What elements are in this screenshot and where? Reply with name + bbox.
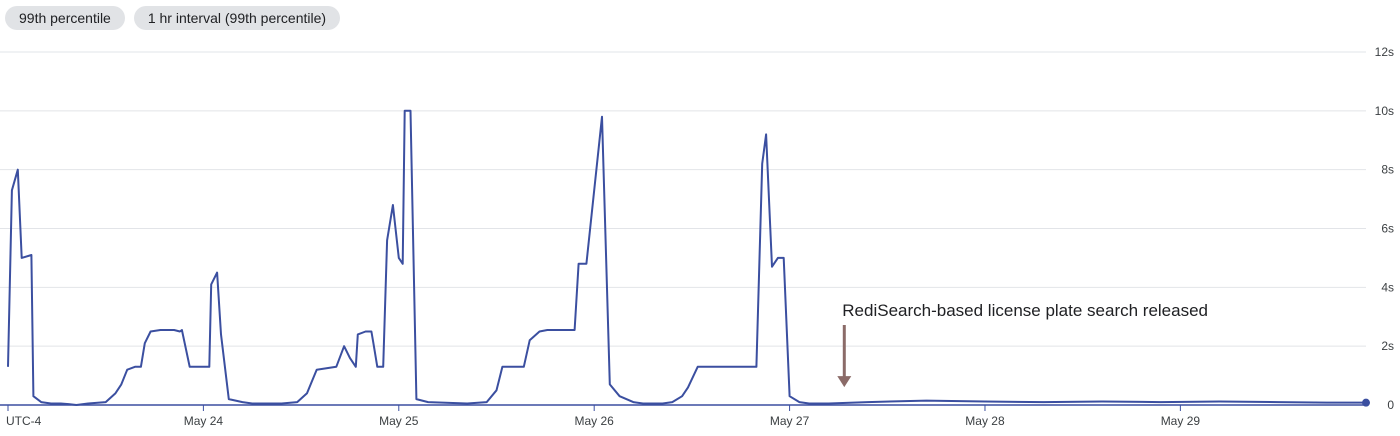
y-axis-tick-labels: 0 2s 4s 6s 8s 10s 12s [1375, 45, 1395, 412]
annotation-label: RediSearch-based license plate search re… [842, 301, 1208, 320]
y-tick-label: 10s [1375, 104, 1394, 118]
timezone-label: UTC-4 [6, 414, 42, 428]
x-tick-label: May 27 [770, 414, 810, 428]
y-tick-label: 12s [1375, 45, 1394, 59]
y-tick-label: 2s [1381, 339, 1394, 353]
annotation-arrow-head [837, 376, 852, 388]
x-axis-ticks: May 24 May 25 May 26 May 27 May 28 May 29 [7, 405, 1201, 428]
y-tick-label: 6s [1381, 222, 1394, 236]
interval-filter-chip[interactable]: 1 hr interval (99th percentile) [133, 6, 341, 30]
percentile-filter-chip[interactable]: 99th percentile [5, 6, 125, 30]
filter-chips: 99th percentile 1 hr interval (99th perc… [5, 6, 341, 30]
y-tick-label: 0 [1387, 398, 1394, 412]
x-tick-label: May 28 [965, 414, 1005, 428]
x-tick-label: May 24 [184, 414, 224, 428]
x-tick-label: May 29 [1161, 414, 1201, 428]
y-tick-label: 8s [1381, 163, 1394, 177]
series-end-marker[interactable] [1362, 398, 1370, 407]
grid-lines [0, 51, 1366, 347]
x-tick-label: May 26 [575, 414, 615, 428]
annotations: RediSearch-based license plate search re… [837, 301, 1208, 388]
series-line [7, 109, 1366, 406]
x-tick-label: May 25 [379, 414, 419, 428]
y-tick-label: 4s [1381, 280, 1394, 294]
